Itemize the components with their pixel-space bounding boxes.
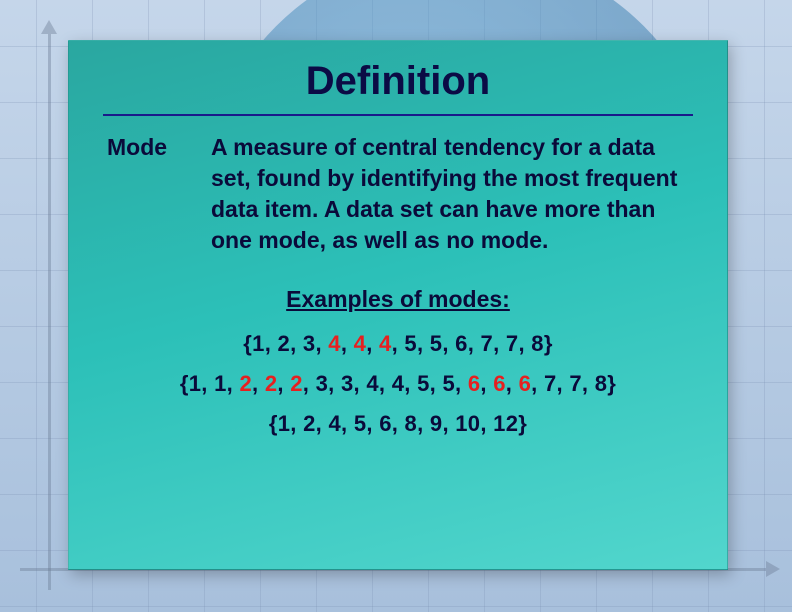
data-token: 3, <box>341 371 366 396</box>
definition-card: Definition Mode A measure of central ten… <box>68 40 728 570</box>
example-line: {1, 2, 4, 5, 6, 8, 9, 10, 12} <box>103 411 693 437</box>
data-token: , <box>480 371 493 396</box>
data-token: 7, <box>544 371 569 396</box>
definition-row: Mode A measure of central tendency for a… <box>103 132 693 256</box>
card-title: Definition <box>103 59 693 110</box>
data-token: , <box>303 371 316 396</box>
mode-highlight: 2 <box>290 371 303 396</box>
mode-highlight: 6 <box>468 371 481 396</box>
mode-highlight: 2 <box>239 371 252 396</box>
data-token: 3, <box>303 331 328 356</box>
term-label: Mode <box>107 132 185 161</box>
data-token: 5, <box>430 331 455 356</box>
data-token: {1, <box>243 331 277 356</box>
data-token: , <box>392 331 405 356</box>
data-token: 1, <box>214 371 239 396</box>
data-token: 8} <box>595 371 616 396</box>
data-token: 4, <box>392 371 417 396</box>
mode-highlight: 4 <box>328 331 341 356</box>
data-token: 5, <box>417 371 442 396</box>
axis-y <box>48 30 51 590</box>
data-token: , <box>277 371 290 396</box>
data-token: , <box>341 331 354 356</box>
definition-text: A measure of central tendency for a data… <box>211 132 689 256</box>
title-rule <box>103 114 693 116</box>
data-token: 5, <box>404 331 429 356</box>
data-token: , <box>506 371 519 396</box>
mode-highlight: 4 <box>379 331 392 356</box>
data-token: 3, <box>316 371 341 396</box>
data-token: 7, <box>481 331 506 356</box>
mode-highlight: 2 <box>265 371 278 396</box>
data-token: 4, <box>366 371 391 396</box>
data-token: 2, <box>278 331 303 356</box>
example-line: {1, 2, 3, 4, 4, 4, 5, 5, 6, 7, 7, 8} <box>103 331 693 357</box>
mode-highlight: 4 <box>354 331 367 356</box>
data-token: {1, <box>180 371 214 396</box>
examples-container: {1, 2, 3, 4, 4, 4, 5, 5, 6, 7, 7, 8}{1, … <box>103 331 693 437</box>
examples-heading: Examples of modes: <box>103 286 693 313</box>
data-token: 6, <box>455 331 480 356</box>
mode-highlight: 6 <box>493 371 506 396</box>
data-token: , <box>366 331 379 356</box>
data-token: 5, <box>442 371 467 396</box>
example-line: {1, 1, 2, 2, 2, 3, 3, 4, 4, 5, 5, 6, 6, … <box>103 371 693 397</box>
mode-highlight: 6 <box>519 371 532 396</box>
data-token: 7, <box>506 331 531 356</box>
data-token: , <box>531 371 544 396</box>
data-token: , <box>252 371 265 396</box>
data-token: {1, 2, 4, 5, 6, 8, 9, 10, 12} <box>269 411 527 436</box>
data-token: 8} <box>531 331 552 356</box>
data-token: 7, <box>569 371 594 396</box>
